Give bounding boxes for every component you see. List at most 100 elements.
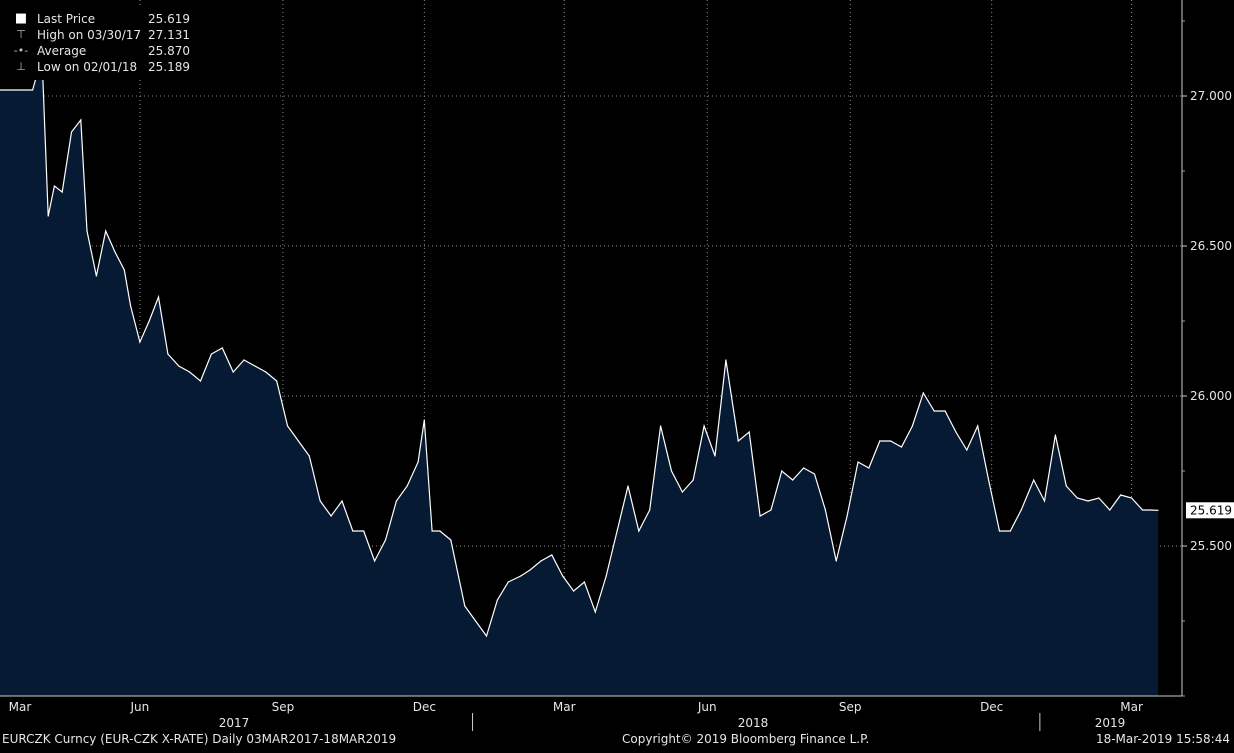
data-point (1130, 497, 1133, 499)
data-point (232, 371, 234, 373)
data-point (605, 575, 607, 577)
data-point (139, 341, 141, 343)
legend-value: 25.619 (148, 12, 190, 26)
data-point (759, 515, 761, 517)
last-price-label: 25.619 (1190, 503, 1232, 517)
data-point (1065, 485, 1067, 487)
data-point (857, 461, 859, 463)
legend-label: Average (37, 44, 87, 58)
data-point (1009, 530, 1011, 532)
data-point (286, 425, 289, 427)
data-point (1087, 500, 1089, 502)
data-point (363, 530, 365, 532)
data-point (1020, 509, 1022, 511)
data-point (1157, 509, 1159, 511)
data-point (911, 425, 914, 427)
data-point (450, 539, 452, 541)
data-point (583, 581, 586, 583)
data-point (507, 581, 509, 583)
data-point (714, 455, 716, 457)
data-point (0, 89, 1, 91)
data-point (199, 380, 202, 382)
data-point (977, 425, 979, 427)
data-point (189, 371, 191, 373)
data-point (423, 419, 425, 421)
data-point (616, 530, 618, 532)
data-point (1149, 509, 1151, 511)
legend-square-icon: ■ (14, 11, 28, 26)
data-point (966, 449, 968, 451)
footer-timestamp: 18-Mar-2019 15:58:44 (1095, 732, 1230, 746)
data-point (221, 347, 223, 349)
data-point (594, 611, 596, 613)
low-marker-icon: ⊥ (16, 60, 26, 73)
year-label: 2019 (1095, 716, 1126, 730)
data-point (933, 410, 935, 412)
data-point (80, 119, 82, 121)
data-point (276, 380, 278, 382)
data-point (792, 479, 794, 481)
x-tick-label: Jun (697, 700, 717, 714)
data-point (803, 467, 805, 469)
data-point (86, 230, 88, 232)
data-point (319, 500, 321, 502)
data-point (123, 269, 125, 271)
data-point (737, 440, 739, 442)
data-point (649, 509, 651, 511)
data-point (540, 560, 542, 562)
data-point (148, 320, 150, 322)
data-point (824, 509, 826, 511)
data-point (352, 530, 354, 532)
data-point (21, 89, 23, 91)
data-point (485, 635, 488, 637)
data-point (265, 371, 267, 373)
data-point (900, 446, 903, 448)
data-point (496, 599, 498, 601)
data-point (341, 500, 343, 502)
data-point (813, 473, 816, 475)
data-point (384, 539, 387, 541)
data-point (297, 440, 300, 442)
data-point (330, 515, 332, 517)
data-point (703, 425, 705, 427)
data-point (868, 467, 870, 469)
data-point (61, 191, 63, 193)
average-marker-icon: -•- (13, 44, 29, 57)
data-point (439, 530, 441, 532)
data-point (374, 560, 376, 562)
legend-value: 25.870 (148, 44, 190, 58)
data-point (1109, 509, 1111, 511)
data-point (520, 575, 522, 577)
data-point (464, 605, 466, 607)
data-point (987, 479, 990, 481)
y-tick-label: 26.000 (1190, 389, 1232, 403)
footer-copyright: Copyright© 2019 Bloomberg Finance L.P. (622, 732, 870, 746)
data-point (114, 251, 116, 253)
data-point (105, 230, 107, 232)
series-area (0, 56, 1158, 696)
last-price-tag (1186, 502, 1234, 519)
data-point (95, 275, 97, 277)
data-point (308, 455, 310, 457)
data-point (1054, 434, 1057, 436)
data-point (53, 185, 56, 187)
year-label: 2018 (738, 716, 769, 730)
high-marker-icon: ⊤ (16, 28, 26, 41)
legend-value: 25.189 (148, 60, 190, 74)
data-point (395, 500, 397, 502)
data-point (692, 479, 694, 481)
data-point (748, 431, 750, 433)
data-point (551, 554, 553, 556)
data-point (1120, 494, 1122, 496)
data-point (47, 215, 49, 217)
data-point (781, 470, 783, 472)
data-point (725, 359, 727, 361)
data-point (10, 89, 12, 91)
x-tick-label: Sep (839, 700, 862, 714)
data-point (670, 470, 673, 472)
data-point (475, 620, 477, 622)
data-point (157, 296, 160, 298)
data-point (660, 425, 662, 427)
x-tick-label: Sep (272, 700, 295, 714)
